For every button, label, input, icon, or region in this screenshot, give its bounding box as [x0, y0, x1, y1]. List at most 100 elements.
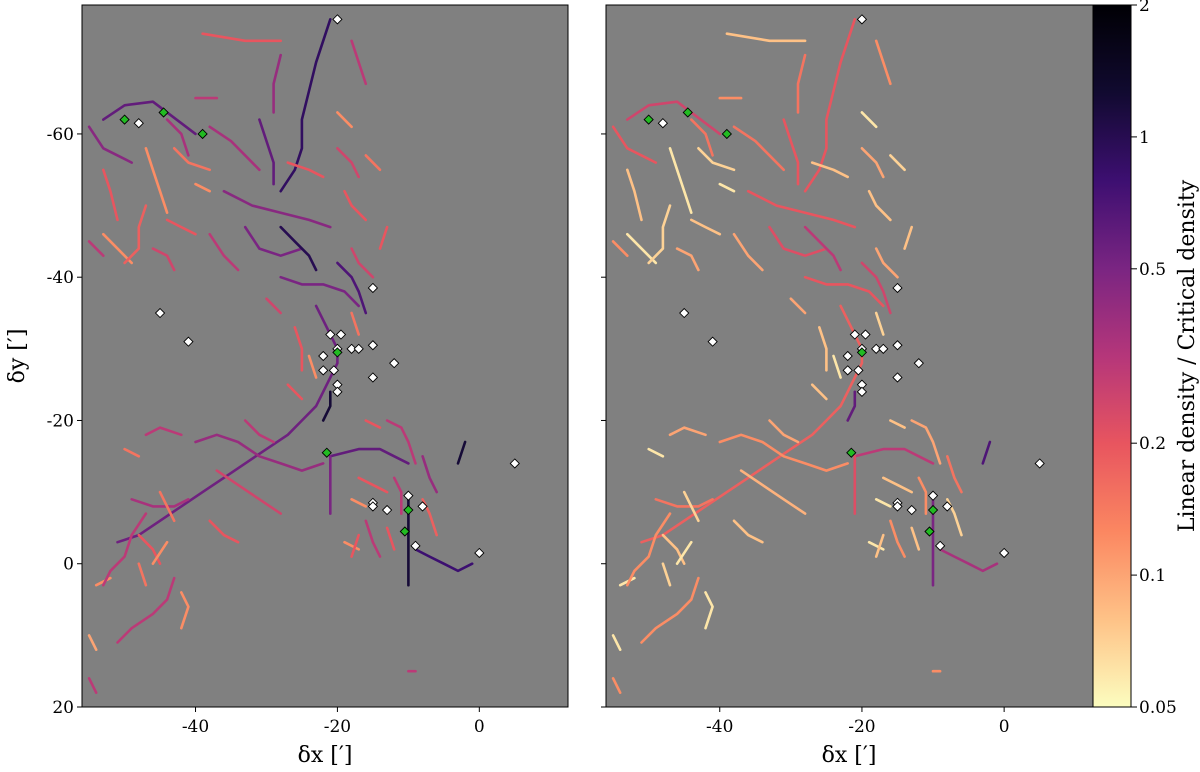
filament — [456, 440, 467, 465]
filament — [222, 189, 332, 229]
filament — [243, 419, 275, 444]
filament — [938, 548, 999, 573]
filament — [414, 548, 474, 573]
filament — [350, 247, 375, 279]
filament — [768, 225, 828, 257]
filament — [725, 32, 807, 43]
filament — [144, 147, 169, 214]
source-marker-white — [856, 14, 868, 25]
source-marker-white — [318, 365, 329, 376]
source-marker-white — [346, 343, 357, 354]
filament — [910, 526, 921, 551]
filament — [611, 125, 658, 164]
filament — [102, 168, 119, 222]
filament — [803, 225, 842, 272]
source-marker-white — [389, 358, 400, 369]
filament — [343, 189, 368, 222]
filament — [258, 118, 275, 186]
filament — [286, 161, 325, 179]
source-marker-green — [158, 107, 169, 118]
filament — [94, 576, 112, 587]
left-panel: -40 -20 0 -60 -40 -20 0 20 δx [′] δy [′] — [5, 4, 569, 768]
source-marker-white — [318, 350, 329, 362]
source-marker-white — [849, 329, 860, 340]
colorbar: 2 1 0.5 0.2 0.1 0.05 Linear density / Critica… — [1092, 0, 1200, 718]
filament — [265, 297, 283, 315]
filament — [803, 275, 885, 308]
filament — [746, 189, 857, 229]
filament — [378, 225, 389, 250]
y-tick-label: -40 — [47, 268, 74, 288]
filament — [704, 591, 714, 630]
filament — [279, 275, 361, 308]
filament — [625, 168, 643, 222]
filament — [874, 311, 885, 336]
x-tick-label: 0 — [474, 717, 485, 737]
left-filaments — [87, 17, 474, 695]
filament — [350, 311, 361, 336]
filament — [208, 519, 240, 544]
source-marker-green — [119, 114, 130, 125]
right-panel: -40 -20 0 δx [′] — [601, 4, 1094, 768]
source-marker-white — [417, 501, 428, 512]
filament — [768, 419, 800, 444]
filament — [243, 225, 304, 257]
filament — [87, 676, 98, 695]
filament — [789, 297, 807, 315]
filament — [647, 447, 665, 458]
source-marker-white — [474, 547, 485, 559]
filament — [87, 240, 105, 257]
filament — [102, 100, 197, 136]
source-marker-white — [856, 386, 868, 397]
source-marker-white — [403, 490, 414, 501]
filament — [137, 562, 148, 587]
filament — [272, 53, 283, 114]
filament — [881, 476, 914, 494]
filament — [625, 512, 672, 587]
source-marker-white — [154, 307, 166, 319]
filament — [158, 490, 176, 523]
filament — [165, 218, 197, 236]
colorbar-tick-label: 0.2 — [1139, 434, 1166, 454]
filament — [889, 419, 906, 429]
filament — [661, 533, 686, 566]
filament — [123, 447, 141, 458]
filament — [137, 533, 162, 566]
source-marker-white — [892, 340, 903, 351]
colorbar-tick-label: 2 — [1139, 0, 1150, 16]
filament — [350, 497, 368, 508]
source-marker-white — [381, 504, 393, 516]
source-marker-green — [682, 107, 693, 118]
filament — [668, 147, 693, 214]
source-marker-green — [643, 114, 654, 125]
left-sources — [119, 14, 520, 559]
source-marker-white — [183, 336, 194, 347]
filament — [782, 118, 800, 186]
source-marker-white — [367, 501, 379, 512]
source-marker-white — [328, 365, 340, 376]
filament — [682, 490, 700, 523]
filament — [654, 497, 714, 508]
source-marker-white — [335, 329, 347, 340]
filament — [165, 118, 190, 157]
source-marker-white — [927, 490, 939, 501]
source-marker-white — [878, 343, 889, 354]
filament — [874, 247, 899, 279]
colorbar-tick-label: 0.5 — [1139, 260, 1166, 280]
filament — [867, 189, 892, 222]
source-marker-white — [892, 372, 903, 383]
source-marker-green — [321, 447, 332, 458]
filament — [675, 540, 693, 566]
filament — [718, 433, 850, 472]
filament — [640, 576, 700, 644]
source-marker-white — [871, 343, 882, 354]
source-marker-white — [332, 14, 343, 25]
right-x-ticks: -40 -20 0 — [706, 707, 1010, 737]
filament — [796, 53, 807, 114]
filament — [385, 419, 417, 465]
filament — [350, 533, 361, 558]
filament — [874, 497, 892, 508]
filament — [910, 419, 942, 465]
filament — [889, 519, 906, 558]
source-marker-white — [842, 350, 853, 362]
